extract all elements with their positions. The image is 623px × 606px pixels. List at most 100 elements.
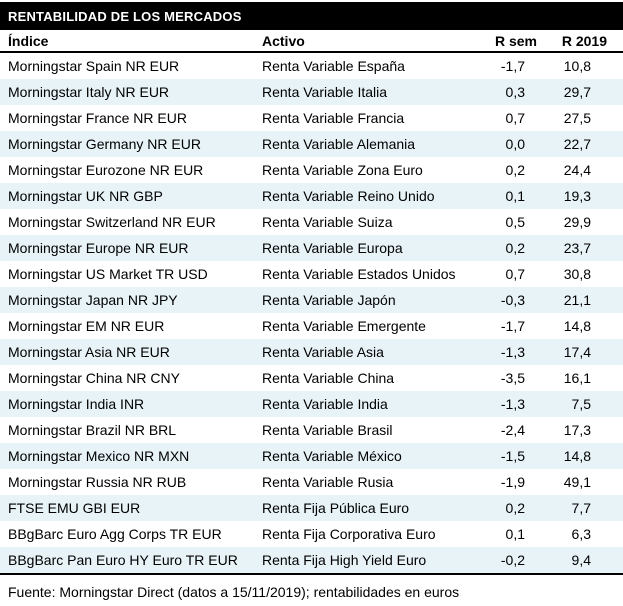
cell-indice: Morningstar Europe NR EUR bbox=[8, 240, 189, 256]
cell-activo: Renta Fija Corporativa Euro bbox=[262, 526, 436, 542]
cell-r-sem: 0,1 bbox=[505, 526, 525, 542]
cell-r-2019: 17,3 bbox=[563, 422, 591, 438]
cell-indice: BBgBarc Pan Euro HY Euro TR EUR bbox=[8, 552, 238, 568]
cell-r-sem: 0,2 bbox=[505, 162, 525, 178]
cell-activo: Renta Variable Europa bbox=[262, 240, 403, 256]
table-row: Morningstar Germany NR EUR Renta Variable… bbox=[0, 131, 623, 157]
cell-r-2019: 7,5 bbox=[571, 396, 591, 412]
table-row: Morningstar Asia NR EUR Renta Variable As… bbox=[0, 339, 623, 365]
table-title: RENTABILIDAD DE LOS MERCADOS bbox=[8, 8, 242, 24]
cell-activo: Renta Variable Francia bbox=[262, 110, 405, 126]
table-row: Morningstar Spain NR EUR Renta Variable E… bbox=[0, 53, 623, 79]
cell-r-sem: -1,5 bbox=[500, 448, 525, 464]
table-row: Morningstar Italy NR EUR Renta Variable I… bbox=[0, 79, 623, 105]
cell-r-2019: 23,7 bbox=[563, 240, 591, 256]
cell-r-2019: 49,1 bbox=[563, 474, 591, 490]
cell-r-2019: 22,7 bbox=[563, 136, 591, 152]
cell-r-sem: 0,7 bbox=[505, 266, 525, 282]
table-row: BBgBarc Euro Agg Corps TR EUR Renta Fija … bbox=[0, 521, 623, 547]
table-row: BBgBarc Pan Euro HY Euro TR EUR Renta Fij… bbox=[0, 547, 623, 573]
cell-r-sem: -1,9 bbox=[500, 474, 525, 490]
cell-indice: Morningstar Spain NR EUR bbox=[8, 58, 180, 74]
cell-indice: Morningstar Japan NR JPY bbox=[8, 292, 178, 308]
table-row: Morningstar Europe NR EUR Renta Variable … bbox=[0, 235, 623, 261]
table-row: Morningstar Brazil NR BRL Renta Variable … bbox=[0, 417, 623, 443]
table-row: Morningstar China NR CNY Renta Variable C… bbox=[0, 365, 623, 391]
cell-r-sem: -1,7 bbox=[500, 58, 525, 74]
cell-indice: Morningstar US Market TR USD bbox=[8, 266, 208, 282]
cell-activo: Renta Variable Rusia bbox=[262, 474, 394, 490]
cell-r-2019: 21,1 bbox=[563, 292, 591, 308]
cell-r-sem: -1,7 bbox=[500, 318, 525, 334]
cell-r-2019: 7,7 bbox=[571, 500, 591, 516]
cell-activo: Renta Variable Alemania bbox=[262, 136, 416, 152]
cell-r-2019: 27,5 bbox=[563, 110, 591, 126]
table-body: Morningstar Spain NR EUR Renta Variable E… bbox=[0, 53, 623, 575]
cell-indice: Morningstar UK NR GBP bbox=[8, 188, 163, 204]
table-row: Morningstar Russia NR RUB Renta Variable … bbox=[0, 469, 623, 495]
cell-r-sem: 0,2 bbox=[505, 500, 525, 516]
column-header-indice: Índice bbox=[8, 32, 49, 49]
cell-indice: Morningstar France NR EUR bbox=[8, 110, 187, 126]
cell-r-sem: -0,2 bbox=[500, 552, 525, 568]
cell-activo: Renta Variable Asia bbox=[262, 344, 384, 360]
cell-activo: Renta Variable España bbox=[262, 58, 405, 74]
source-note: Fuente: Morningstar Direct (datos a 15/1… bbox=[8, 584, 460, 600]
cell-indice: Morningstar EM NR EUR bbox=[8, 318, 165, 334]
cell-indice: FTSE EMU GBI EUR bbox=[8, 500, 141, 516]
cell-r-sem: 0,3 bbox=[505, 84, 525, 100]
cell-r-sem: -2,4 bbox=[500, 422, 525, 438]
column-header-r-2019: R 2019 bbox=[561, 32, 607, 49]
cell-r-sem: -3,5 bbox=[500, 370, 525, 386]
cell-r-2019: 19,3 bbox=[563, 188, 591, 204]
cell-r-2019: 10,8 bbox=[563, 58, 591, 74]
cell-activo: Renta Variable Japón bbox=[262, 292, 396, 308]
cell-r-2019: 14,8 bbox=[563, 448, 591, 464]
cell-r-sem: 0,1 bbox=[505, 188, 525, 204]
column-header-r-sem: R sem bbox=[494, 32, 537, 49]
cell-r-sem: -1,3 bbox=[500, 396, 525, 412]
cell-indice: Morningstar Brazil NR BRL bbox=[8, 422, 177, 438]
cell-activo: Renta Variable Emergente bbox=[262, 318, 426, 334]
cell-indice: Morningstar Asia NR EUR bbox=[8, 344, 170, 360]
cell-indice: BBgBarc Euro Agg Corps TR EUR bbox=[8, 526, 222, 542]
cell-indice: Morningstar Mexico NR MXN bbox=[8, 448, 190, 464]
cell-indice: Morningstar Russia NR RUB bbox=[8, 474, 187, 490]
cell-r-2019: 29,7 bbox=[563, 84, 591, 100]
table-row: FTSE EMU GBI EUR Renta Fija Pública Euro 0… bbox=[0, 495, 623, 521]
cell-activo: Renta Variable Italia bbox=[262, 84, 388, 100]
cell-r-2019: 6,3 bbox=[571, 526, 591, 542]
cell-r-sem: -1,3 bbox=[500, 344, 525, 360]
cell-r-sem: 0,7 bbox=[505, 110, 525, 126]
cell-r-sem: 0,5 bbox=[505, 214, 525, 230]
cell-r-2019: 16,1 bbox=[563, 370, 591, 386]
table-header-row: Índice Activo R sem R 2019 bbox=[0, 30, 623, 53]
cell-activo: Renta Variable Suiza bbox=[262, 214, 393, 230]
table-row: Morningstar Eurozone NR EUR Renta Variabl… bbox=[0, 157, 623, 183]
cell-r-sem: 0,2 bbox=[505, 240, 525, 256]
table-row: Morningstar Switzerland NR EUR Renta Vari… bbox=[0, 209, 623, 235]
table-row: Morningstar India INR Renta Variable Indi… bbox=[0, 391, 623, 417]
table-title-bar: RENTABILIDAD DE LOS MERCADOS bbox=[0, 2, 623, 30]
cell-activo: Renta Fija Pública Euro bbox=[262, 500, 410, 516]
cell-activo: Renta Variable Estados Unidos bbox=[262, 266, 456, 282]
cell-activo: Renta Variable India bbox=[262, 396, 388, 412]
table-row: Morningstar Mexico NR MXN Renta Variable … bbox=[0, 443, 623, 469]
cell-r-2019: 29,9 bbox=[563, 214, 591, 230]
cell-indice: Morningstar Switzerland NR EUR bbox=[8, 214, 216, 230]
cell-indice: Morningstar Italy NR EUR bbox=[8, 84, 170, 100]
table-row: Morningstar France NR EUR Renta Variable … bbox=[0, 105, 623, 131]
cell-activo: Renta Variable Reino Unido bbox=[262, 188, 435, 204]
cell-indice: Morningstar Eurozone NR EUR bbox=[8, 162, 204, 178]
cell-r-sem: -0,3 bbox=[500, 292, 525, 308]
cell-activo: Renta Variable China bbox=[262, 370, 395, 386]
cell-indice: Morningstar Germany NR EUR bbox=[8, 136, 201, 152]
table-row: Morningstar US Market TR USD Renta Variab… bbox=[0, 261, 623, 287]
cell-activo: Renta Variable México bbox=[262, 448, 402, 464]
cell-activo: Renta Variable Zona Euro bbox=[262, 162, 423, 178]
cell-activo: Renta Variable Brasil bbox=[262, 422, 393, 438]
cell-r-2019: 24,4 bbox=[563, 162, 591, 178]
column-header-activo: Activo bbox=[262, 32, 305, 49]
cell-r-2019: 9,4 bbox=[571, 552, 591, 568]
